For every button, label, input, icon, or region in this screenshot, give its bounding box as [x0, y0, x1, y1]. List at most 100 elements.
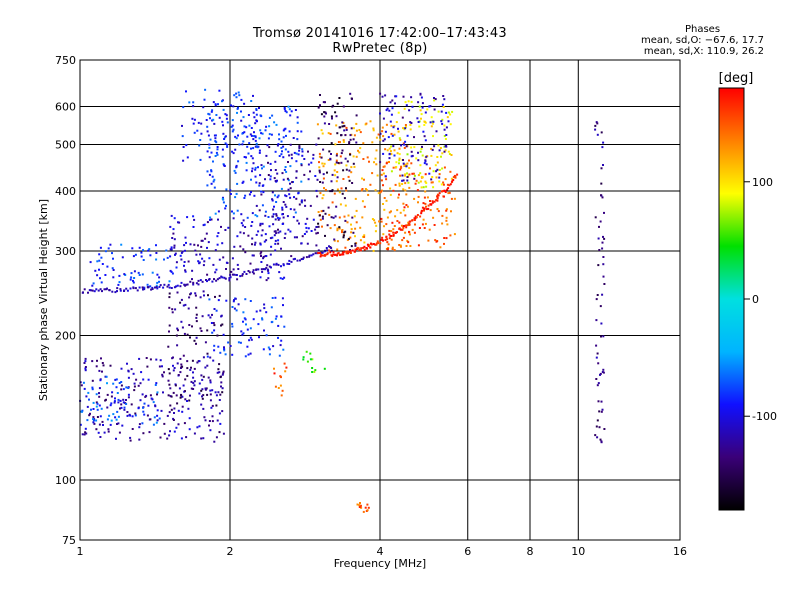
- data-point: [359, 239, 362, 242]
- data-point: [423, 196, 426, 199]
- data-point: [106, 406, 109, 409]
- colorbar: [718, 87, 745, 511]
- data-point: [232, 300, 235, 303]
- data-point: [366, 156, 369, 159]
- data-point: [183, 244, 186, 247]
- data-point: [410, 150, 413, 153]
- data-point: [209, 216, 212, 219]
- data-point: [98, 395, 101, 398]
- data-point: [338, 216, 341, 219]
- data-point: [404, 140, 407, 143]
- data-point: [137, 384, 140, 387]
- data-point: [306, 217, 309, 220]
- data-point: [239, 275, 242, 278]
- data-point: [258, 336, 260, 339]
- data-point: [445, 219, 448, 222]
- data-point: [333, 239, 336, 242]
- data-point: [215, 268, 218, 271]
- data-point: [260, 261, 263, 263]
- data-point: [134, 412, 137, 415]
- data-point: [192, 283, 195, 286]
- data-point: [142, 406, 144, 409]
- data-point: [223, 349, 226, 352]
- data-point: [419, 150, 422, 153]
- data-point: [398, 147, 401, 150]
- data-point: [261, 167, 263, 170]
- data-point: [216, 278, 219, 281]
- data-point: [168, 296, 171, 299]
- x-tick-label: 2: [227, 545, 234, 558]
- data-point: [456, 173, 459, 176]
- data-point: [292, 216, 295, 219]
- data-point: [311, 367, 314, 369]
- data-point: [200, 132, 203, 135]
- data-point: [326, 249, 329, 252]
- data-point: [355, 141, 358, 144]
- data-point: [249, 300, 252, 302]
- data-point: [274, 296, 277, 299]
- data-point: [397, 196, 400, 199]
- data-point: [181, 410, 184, 413]
- data-point: [110, 419, 113, 422]
- data-point: [341, 149, 344, 152]
- data-point: [298, 203, 301, 206]
- data-point: [414, 217, 417, 220]
- data-point: [142, 259, 145, 261]
- data-point: [341, 125, 344, 128]
- data-point: [102, 424, 104, 426]
- data-point: [427, 204, 430, 207]
- data-point: [439, 246, 442, 249]
- data-point: [264, 129, 267, 132]
- data-point: [421, 206, 424, 209]
- data-point: [321, 181, 324, 184]
- data-point: [222, 372, 225, 375]
- data-point: [340, 161, 343, 164]
- data-point: [602, 335, 605, 338]
- data-point: [347, 237, 350, 240]
- data-point: [242, 248, 245, 251]
- data-point: [182, 106, 185, 109]
- data-point: [188, 417, 191, 420]
- data-point: [167, 379, 170, 382]
- data-point: [300, 180, 303, 183]
- data-point: [298, 147, 301, 150]
- data-point: [242, 320, 244, 323]
- data-point: [170, 246, 173, 249]
- data-point: [594, 124, 597, 127]
- data-point: [252, 318, 255, 321]
- data-point: [400, 166, 403, 169]
- data-point: [168, 280, 171, 283]
- data-point: [404, 173, 407, 176]
- data-point: [195, 313, 198, 316]
- data-point: [266, 264, 269, 267]
- data-point: [180, 393, 182, 396]
- data-point: [310, 254, 313, 257]
- data-point: [188, 324, 191, 326]
- data-point: [309, 358, 312, 361]
- data-point: [92, 418, 94, 421]
- data-point: [398, 221, 401, 224]
- data-point: [251, 212, 254, 215]
- data-point: [342, 236, 345, 239]
- data-point: [409, 245, 412, 247]
- x-tick-label: 10: [571, 545, 585, 558]
- data-point: [277, 231, 280, 234]
- data-point: [361, 200, 364, 203]
- data-point: [184, 378, 187, 381]
- data-point: [104, 399, 107, 402]
- data-point: [598, 225, 600, 228]
- data-point: [188, 296, 191, 299]
- data-point: [158, 365, 161, 368]
- data-point: [279, 230, 282, 233]
- data-point: [206, 273, 209, 276]
- data-point: [111, 391, 114, 394]
- data-point: [363, 241, 366, 244]
- data-point: [195, 342, 197, 345]
- data-point: [222, 256, 225, 259]
- data-point: [280, 247, 282, 250]
- data-point: [321, 251, 324, 254]
- data-point: [369, 120, 372, 123]
- data-point: [293, 196, 295, 199]
- data-point: [366, 503, 369, 506]
- data-point: [319, 104, 321, 107]
